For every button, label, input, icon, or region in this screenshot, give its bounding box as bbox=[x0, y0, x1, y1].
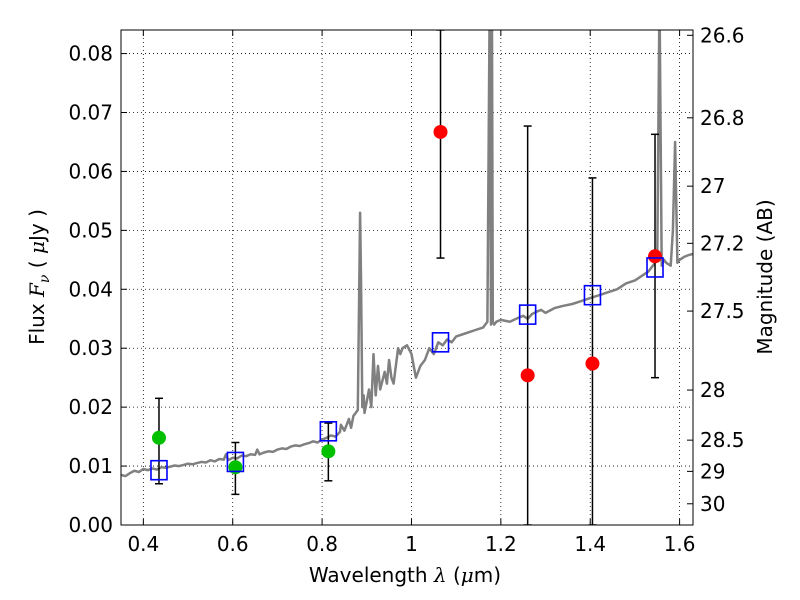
y2-tick-label: 29 bbox=[700, 459, 725, 483]
model-point-square bbox=[226, 451, 245, 473]
x-tick-label: 1.6 bbox=[664, 532, 696, 556]
model-point-square bbox=[646, 257, 664, 278]
y2-tick-label: 27.5 bbox=[700, 299, 745, 323]
y-tick-label: 0.05 bbox=[68, 218, 113, 242]
y-tick-label: 0.03 bbox=[68, 336, 113, 360]
data-point-circle bbox=[585, 356, 600, 371]
y2-tick-label: 26.6 bbox=[700, 23, 745, 47]
model-point-square bbox=[431, 332, 450, 353]
y-tick-label: 0.02 bbox=[68, 395, 113, 419]
gridlines bbox=[121, 30, 693, 525]
model-point-square bbox=[150, 459, 168, 481]
data-point-circle bbox=[321, 444, 336, 459]
y2-axis-label: Magnitude (AB) bbox=[753, 199, 777, 354]
x-tick-label: 0.8 bbox=[306, 532, 338, 556]
axis-ticks: 0.4 0.6 0.8 1 1.2 1.4 1.6 0.00 0.01 0.02 0.03 0.04 0… bbox=[68, 23, 744, 556]
y-tick-label: 0.07 bbox=[68, 101, 113, 125]
y-tick-label: 0.06 bbox=[68, 159, 113, 183]
y2-tick-label: 26.8 bbox=[700, 106, 745, 130]
model-point-square bbox=[518, 304, 537, 325]
y-axis-label: Flux Fν ( μJy ) bbox=[25, 209, 53, 345]
y-tick-label: 0.08 bbox=[68, 42, 113, 66]
y-tick-label: 0.04 bbox=[68, 277, 113, 301]
y-tick-label: 0.00 bbox=[68, 513, 113, 537]
y2-tick-label: 27.2 bbox=[700, 231, 745, 255]
y2-tick-label: 28 bbox=[700, 378, 725, 402]
x-tick-label: 1.2 bbox=[485, 532, 517, 556]
model-point-square bbox=[583, 284, 602, 306]
data-markers bbox=[150, 124, 664, 481]
y2-tick-label: 30 bbox=[700, 492, 725, 516]
x-tick-label: 1.4 bbox=[574, 532, 606, 556]
data-point-circle bbox=[520, 368, 535, 383]
data-point-circle bbox=[151, 430, 166, 445]
plot-frame bbox=[120, 29, 694, 526]
y-tick-label: 0.01 bbox=[68, 454, 113, 478]
model-point-square bbox=[319, 421, 338, 442]
plot-background bbox=[121, 30, 693, 525]
x-tick-label: 1 bbox=[405, 532, 418, 556]
x-axis-label: Wavelength λ (μm) bbox=[309, 563, 501, 587]
y2-tick-label: 27 bbox=[700, 174, 725, 198]
x-tick-label: 0.4 bbox=[127, 532, 159, 556]
data-point-circle bbox=[433, 124, 448, 139]
data-point-circle bbox=[648, 249, 663, 264]
x-tick-label: 0.6 bbox=[217, 532, 249, 556]
y2-tick-label: 28.5 bbox=[700, 428, 745, 452]
